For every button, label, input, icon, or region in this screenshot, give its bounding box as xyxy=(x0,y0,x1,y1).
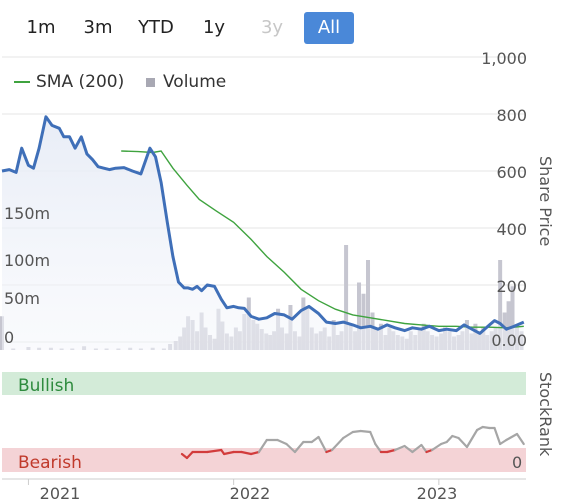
range-button-ytd[interactable]: YTD xyxy=(138,17,174,38)
stockrank-segment xyxy=(515,432,525,446)
stockrank-segment xyxy=(206,448,223,454)
stockrank-segment xyxy=(374,442,383,454)
stockrank-segment xyxy=(342,430,354,440)
stockrank-segment xyxy=(257,438,268,454)
volume-bar xyxy=(498,260,503,350)
stockrank-segment xyxy=(359,429,372,434)
stockrank-segment xyxy=(317,435,328,454)
stockrank-segment xyxy=(465,428,479,449)
stockrank-segment xyxy=(330,436,345,452)
volume-tick-label: 0 xyxy=(4,328,14,347)
stockrank-segment xyxy=(505,432,519,442)
legend-item-volume[interactable]: Volume xyxy=(146,72,226,92)
price-area-fill xyxy=(2,116,524,350)
x-axis: 2021 2022 2023 xyxy=(2,478,526,502)
stockrank-segment xyxy=(185,450,194,460)
volume-bar xyxy=(361,293,366,350)
range-selector: 1m 3m YTD 1y 3y All xyxy=(0,10,380,46)
volume-tick-label: 150m xyxy=(4,204,50,223)
sma-line xyxy=(121,150,524,329)
price-tick-label: 1,000 xyxy=(481,49,527,68)
bearish-band xyxy=(2,448,526,472)
x-tick-label: 2022 xyxy=(230,484,271,502)
range-button-3m[interactable]: 3m xyxy=(83,17,113,38)
stockrank-segment xyxy=(351,429,362,434)
x-tick-label: 2021 xyxy=(40,484,81,502)
stockrank-segment xyxy=(369,430,377,446)
stockrank-segment xyxy=(310,435,320,444)
stockrank-segment xyxy=(293,440,305,454)
legend-item-sma[interactable]: SMA (200) xyxy=(14,72,124,92)
volume-axis-labels: 150m 100m 50m 0 xyxy=(4,204,50,347)
stockrank-axis-title: StockRank xyxy=(536,372,555,457)
legend-sma-label: SMA (200) xyxy=(36,72,125,92)
stockrank-segment xyxy=(403,444,414,454)
range-button-3y: 3y xyxy=(260,17,284,38)
range-button-1y[interactable]: 1y xyxy=(202,17,226,38)
stockrank-segment xyxy=(499,438,508,446)
price-tick-label: 400 xyxy=(496,220,527,239)
stockrank-line xyxy=(180,425,525,460)
stockrank-segment xyxy=(240,450,253,456)
legend-volume-label: Volume xyxy=(163,72,227,92)
volume-bar xyxy=(366,260,371,350)
bullish-label: Bullish xyxy=(18,376,74,396)
stockrank-segment xyxy=(420,443,428,454)
stockrank-segment xyxy=(481,425,491,430)
price-tick-label: 0.00 xyxy=(491,331,527,350)
stockrank-segment xyxy=(493,426,502,446)
x-tick-label: 2023 xyxy=(417,484,458,502)
price-axis-title: Share Price xyxy=(536,156,555,246)
stockrank-segment xyxy=(386,448,397,454)
price-tick-label: 600 xyxy=(496,163,527,182)
price-line xyxy=(1,115,525,335)
bullish-band xyxy=(2,372,526,395)
stockrank-segment xyxy=(285,442,297,454)
stockrank-segment xyxy=(431,442,443,452)
price-tick-label: 800 xyxy=(496,106,527,125)
range-button-1m[interactable]: 1m xyxy=(26,17,56,38)
stockrank-segment xyxy=(445,434,454,444)
stockrank-segment xyxy=(222,450,235,456)
volume-legend-swatch xyxy=(146,77,155,87)
volume-bar xyxy=(510,286,515,350)
volume-bar xyxy=(506,301,511,350)
stockrank-segment xyxy=(249,450,261,456)
volume-tick-label: 100m xyxy=(4,251,50,270)
stockrank-segment xyxy=(411,443,423,454)
volume-tick-label: 50m xyxy=(4,289,40,308)
range-button-all[interactable]: All xyxy=(304,12,354,44)
volume-bar xyxy=(344,245,349,350)
price-tick-label: 200 xyxy=(496,277,527,296)
stockrank-segment xyxy=(393,444,406,452)
stockrank-tick-label: 0 xyxy=(512,453,522,472)
stockrank-segment xyxy=(276,438,288,446)
sma-legend-swatch xyxy=(14,81,30,83)
bearish-label: Bearish xyxy=(18,453,82,473)
price-axis-labels: 1,000 800 600 400 200 0.00 xyxy=(481,49,527,350)
stockrank-segment xyxy=(457,436,469,449)
